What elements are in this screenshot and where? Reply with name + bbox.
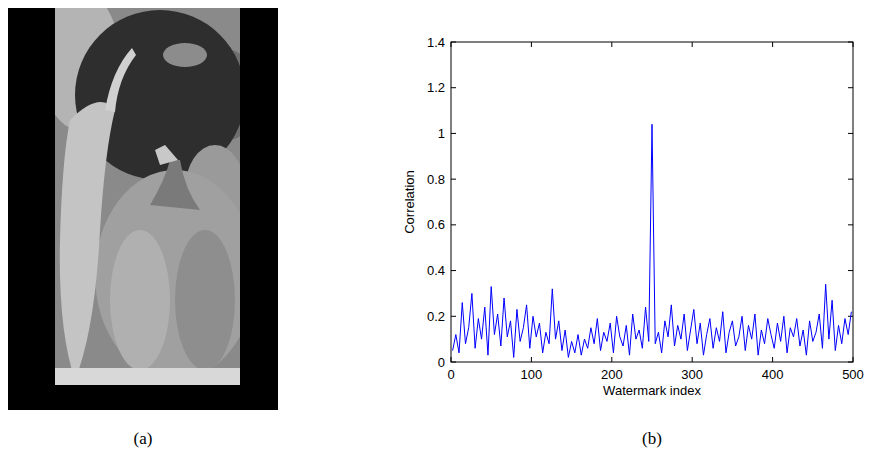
x-tick bbox=[692, 357, 693, 362]
x-tick-label: 400 bbox=[762, 367, 784, 382]
y-tick bbox=[451, 270, 456, 271]
plot-area bbox=[451, 42, 853, 362]
y-tick bbox=[451, 179, 456, 180]
panel-caption: (a) bbox=[134, 429, 153, 448]
y-tick-label: 0.6 bbox=[427, 217, 445, 232]
y-tick bbox=[848, 133, 853, 134]
y-tick bbox=[451, 87, 456, 88]
y-tick bbox=[451, 133, 456, 134]
x-tick-label: 500 bbox=[842, 367, 864, 382]
y-tick-label: 0 bbox=[438, 355, 445, 370]
y-tick-label: 0.8 bbox=[427, 172, 445, 187]
y-tick-label: 0.4 bbox=[427, 263, 445, 278]
y-tick bbox=[451, 316, 456, 317]
x-tick bbox=[772, 357, 773, 362]
figure: (a) 0 0.2 0.4 0.6 0.8 1 1.2 1.4 0 100 200 300 400 500 W… bbox=[0, 0, 872, 464]
x-axis-title: Watermark index bbox=[603, 383, 701, 398]
y-tick bbox=[848, 179, 853, 180]
x-tick bbox=[531, 357, 532, 362]
y-tick-label: 1.4 bbox=[427, 35, 445, 50]
x-tick bbox=[611, 42, 612, 47]
x-tick-label: 0 bbox=[447, 367, 454, 382]
y-tick bbox=[848, 87, 853, 88]
panel-caption: (b) bbox=[642, 429, 662, 448]
series-group bbox=[453, 124, 852, 357]
chart: 0 0.2 0.4 0.6 0.8 1 1.2 1.4 0 100 200 300 400 500 Wate… bbox=[402, 35, 864, 399]
image-panel bbox=[8, 0, 278, 410]
image bbox=[55, 8, 240, 385]
y-tick-label: 1 bbox=[438, 126, 445, 141]
x-tick bbox=[692, 42, 693, 47]
y-tick-label: 1.2 bbox=[427, 80, 445, 95]
x-tick-label: 100 bbox=[521, 367, 543, 382]
y-tick bbox=[451, 224, 456, 225]
x-tick bbox=[772, 42, 773, 47]
x-tick-label: 300 bbox=[681, 367, 703, 382]
y-tick-label: 0.2 bbox=[427, 309, 445, 324]
y-axis-title: Correlation bbox=[402, 170, 417, 234]
plot-frame bbox=[451, 42, 853, 362]
image-frame bbox=[8, 8, 278, 410]
correlation-line bbox=[453, 124, 852, 357]
y-tick bbox=[848, 270, 853, 271]
x-tick bbox=[611, 357, 612, 362]
x-tick-label: 200 bbox=[601, 367, 623, 382]
y-tick bbox=[848, 224, 853, 225]
x-tick bbox=[531, 42, 532, 47]
